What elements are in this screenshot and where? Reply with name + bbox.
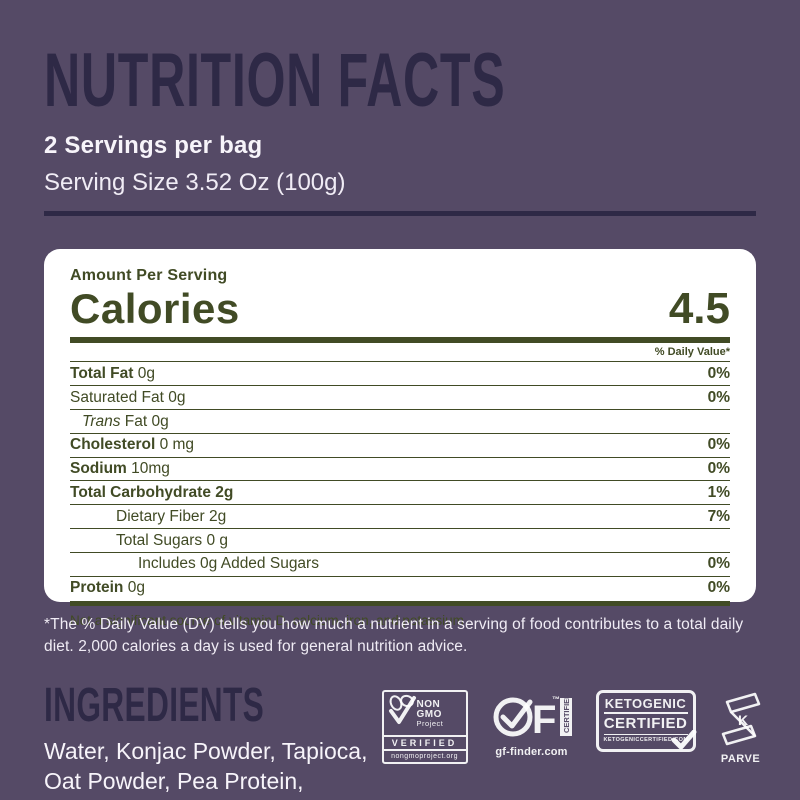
svg-text:CERTIFIED: CERTIFIED — [562, 693, 571, 733]
ingredients-list: Water, Konjac Powder, Tapioca, Oat Powde… — [44, 738, 368, 800]
ketogenic-label: KETOGENIC — [603, 696, 688, 715]
certification-badges: NON GMO Project VERIFIED nongmoproject.o… — [381, 690, 764, 800]
nutrient-label: Protein 0g — [70, 579, 145, 597]
nutrient-daily-value: 7% — [707, 507, 730, 525]
nutrient-label: Dietary Fiber 2g — [116, 507, 227, 525]
nutrient-label: Total Fat 0g — [70, 364, 155, 382]
nutrient-label: Sodium 10mg — [70, 460, 170, 478]
ketogenic-certified-badge: KETOGENIC CERTIFIED KETOGENICCERTIFIED.C… — [595, 690, 697, 755]
page-title: NUTRITION FACTS — [44, 38, 506, 123]
daily-value-header: % Daily Value* — [70, 343, 730, 363]
nutrition-row: Sodium 10mg 0% — [70, 458, 730, 482]
nutrition-row: Total Sugars 0 g — [70, 529, 730, 553]
nutrient-label: Total Carbohydrate 2g — [70, 483, 234, 501]
nutrition-facts-card: Amount Per Serving Calories 4.5 % Daily … — [44, 249, 756, 628]
nutrient-daily-value: 1% — [707, 483, 730, 501]
kosher-parve-badge: K PARVE — [718, 690, 764, 765]
gluten-free-icon: F ™ CERTIFIED — [493, 693, 572, 742]
ketogenic-url: KETOGENICCERTIFIED.COM — [603, 737, 689, 744]
nutrient-label: Includes 0g Added Sugars — [138, 555, 319, 573]
ingredients-title: INGREDIENTS — [44, 679, 265, 733]
nutrition-row: Trans Fat 0g — [70, 410, 730, 434]
amount-per-serving-label: Amount Per Serving — [70, 267, 228, 285]
gf-finder-url: gf-finder.com — [495, 746, 568, 759]
nutrition-row: Protein 0g 0% — [70, 577, 730, 600]
nutrient-label: Total Sugars 0 g — [116, 531, 229, 549]
nutrition-row: Includes 0g Added Sugars 0% — [70, 553, 730, 577]
calories-divider — [70, 337, 730, 344]
bottom-section: INGREDIENTS Water, Konjac Powder, Tapioc… — [44, 679, 760, 800]
nutrition-rows: Total Fat 0g 0% Saturated Fat 0g 0% Trans Fa… — [70, 362, 730, 599]
non-gmo-word1: NON — [416, 699, 441, 711]
serving-size: Serving Size 3.52 Oz (100g) — [44, 169, 346, 197]
servings-per-bag: 2 Servings per bag — [44, 132, 263, 160]
daily-value-footnote: *The % Daily Value (DV) tells you how mu… — [44, 616, 744, 656]
non-gmo-word2: GMO — [416, 709, 442, 721]
nutrient-daily-value: 0% — [707, 555, 730, 573]
nutrition-row: Total Fat 0g 0% — [70, 362, 730, 387]
nutrient-daily-value: 0% — [707, 460, 730, 478]
nutrition-row: Total Carbohydrate 2g 1% — [70, 481, 730, 506]
non-gmo-url: nongmoproject.org — [383, 749, 466, 762]
nutrition-row: Saturated Fat 0g 0% — [70, 386, 730, 411]
non-gmo-word3: Project — [416, 719, 444, 729]
calories-row: Calories 4.5 — [70, 287, 730, 331]
parve-label: PARVE — [720, 753, 761, 766]
table-bottom-divider — [70, 600, 730, 606]
nutrient-daily-value: 0% — [707, 364, 730, 382]
calories-value: 4.5 — [668, 284, 730, 334]
calories-label: Calories — [70, 285, 240, 333]
ingredients-section: INGREDIENTS Water, Konjac Powder, Tapioc… — [44, 679, 378, 800]
non-gmo-verified-badge: NON GMO Project VERIFIED nongmoproject.o… — [381, 690, 468, 765]
nutrient-daily-value: 0% — [707, 436, 730, 454]
parve-k-icon: K — [721, 693, 760, 746]
gluten-free-certified-badge: F ™ CERTIFIED gf-finder.com — [490, 690, 574, 758]
butterfly-icon — [387, 694, 417, 733]
svg-text:F: F — [532, 698, 556, 740]
svg-text:K: K — [737, 712, 747, 728]
nutrient-daily-value: 0% — [707, 579, 730, 597]
nutrient-daily-value: 0% — [707, 388, 730, 406]
nutrition-row: Dietary Fiber 2g 7% — [70, 505, 730, 530]
non-gmo-verified-label: VERIFIED — [383, 735, 466, 749]
nutrient-label: Cholesterol 0 mg — [70, 436, 195, 454]
ketogenic-check-icon — [671, 729, 697, 755]
nutrition-row: Cholesterol 0 mg 0% — [70, 434, 730, 458]
svg-text:™: ™ — [552, 695, 560, 704]
header-divider — [44, 211, 756, 217]
ketogenic-certified-label: CERTIFIED — [603, 714, 688, 736]
nutrient-label: Saturated Fat 0g — [70, 388, 186, 406]
not-significant-note: Not a significant source of vitamin D, c… — [70, 612, 464, 628]
nutrient-label: Trans Fat 0g — [82, 412, 169, 430]
